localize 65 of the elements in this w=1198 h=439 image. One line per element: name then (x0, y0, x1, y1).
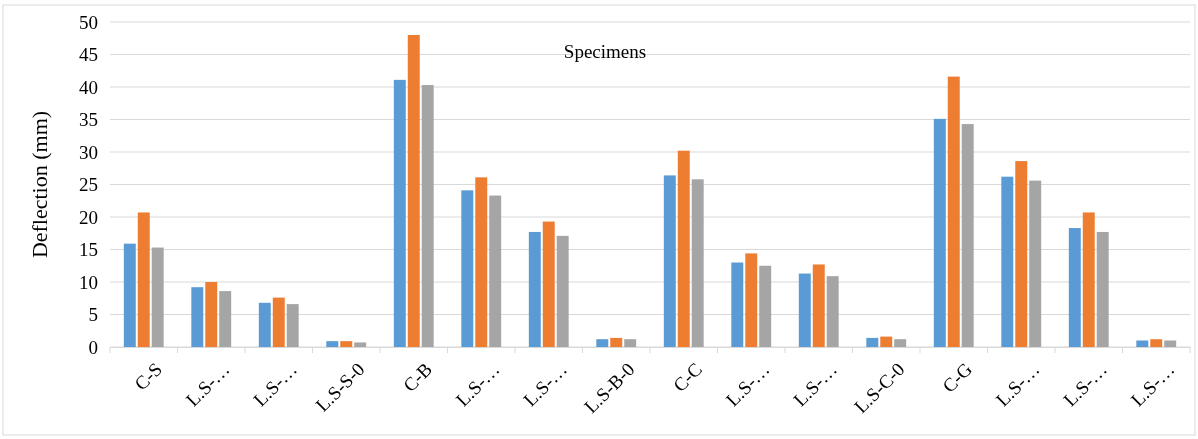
bar (137, 212, 150, 347)
bar (528, 231, 541, 347)
bar (798, 273, 811, 347)
bar (421, 85, 434, 347)
bar (677, 150, 690, 347)
bar (272, 297, 285, 347)
y-tick-label: 50 (79, 11, 98, 33)
bar (1001, 176, 1014, 347)
bar (933, 118, 946, 347)
bar (489, 195, 502, 347)
bar (866, 337, 879, 347)
bar (1150, 339, 1163, 347)
y-tick-label: 40 (79, 76, 98, 98)
bar (880, 336, 893, 347)
text: Specimens (563, 41, 647, 62)
bar (1136, 340, 1149, 347)
bar (961, 124, 974, 347)
bar (1096, 231, 1109, 347)
x-tick-label: C-S (130, 358, 167, 395)
bar (556, 235, 569, 347)
bar (759, 265, 772, 347)
bar (691, 179, 704, 347)
y-axis-title: Deflection (mm) (27, 110, 52, 259)
bar (826, 276, 839, 347)
bar (745, 253, 758, 347)
bar (258, 302, 271, 347)
bar (393, 79, 406, 347)
bar (663, 175, 676, 347)
bar (894, 339, 907, 347)
bar (205, 282, 218, 347)
bar (286, 304, 299, 347)
bar (624, 339, 637, 347)
y-tick-label: 45 (79, 44, 98, 66)
bar (475, 177, 488, 347)
bar (1082, 212, 1095, 347)
x-tick-label: C-G (938, 358, 977, 397)
y-tick-label: 10 (79, 271, 98, 293)
y-tick-label: 5 (88, 304, 98, 326)
bar (731, 262, 744, 347)
y-tick-label: 35 (79, 109, 98, 131)
bar (812, 264, 825, 347)
bar (1029, 180, 1042, 347)
y-tick-label: 25 (79, 174, 98, 196)
x-tick-label: C-C (668, 358, 707, 396)
bar (407, 35, 420, 347)
bar (123, 243, 136, 347)
bar (1068, 228, 1081, 347)
bar (1015, 161, 1028, 347)
bar (219, 291, 232, 347)
bar (1164, 340, 1177, 347)
bar (151, 247, 164, 347)
y-tick-label: 30 (79, 141, 98, 163)
bar (354, 342, 367, 347)
bar (340, 341, 353, 347)
bar (461, 190, 474, 347)
bar (596, 339, 609, 347)
bar (610, 337, 623, 347)
bar (326, 341, 339, 347)
x-tick-label: C-B (398, 358, 437, 396)
bar (947, 76, 960, 347)
bar (191, 287, 204, 347)
y-tick-label: 15 (79, 239, 98, 261)
y-tick-label: 20 (79, 206, 98, 228)
y-tick-label: 0 (88, 336, 98, 358)
bar (542, 221, 555, 347)
